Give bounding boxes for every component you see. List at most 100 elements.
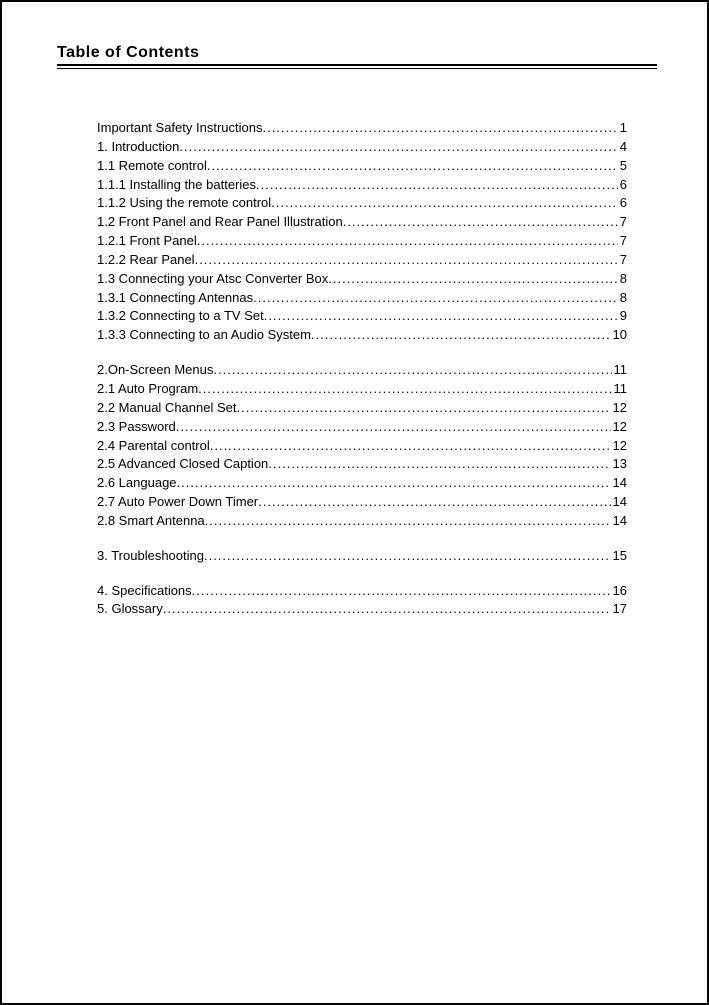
toc-label: 1.2.2 Rear Panel [97, 251, 195, 270]
toc-label: 4. Specifications [97, 582, 192, 601]
toc-row: 1.3.2 Connecting to a TV Set 9 [97, 307, 627, 326]
toc-row: 4. Specifications 16 [97, 582, 627, 601]
toc-page-number: 13 [611, 455, 627, 474]
toc-leader-dots [205, 512, 611, 531]
toc-leader-dots [262, 119, 617, 138]
toc-label: 1.1.1 Installing the batteries [97, 176, 256, 195]
toc-label: 2.1 Auto Program [97, 380, 198, 399]
table-of-contents: Important Safety Instructions11. Introdu… [57, 119, 657, 619]
toc-label: 1.1.2 Using the remote control [97, 194, 271, 213]
toc-label: 3. Troubleshooting [97, 547, 204, 566]
toc-page-number: 8 [618, 289, 627, 308]
toc-label: 1.1 Remote control [97, 157, 207, 176]
toc-page-number: 10 [611, 326, 627, 345]
toc-page-number: 12 [611, 437, 627, 456]
toc-leader-dots [195, 251, 618, 270]
toc-leader-dots [197, 232, 618, 251]
toc-row: 2.5 Advanced Closed Caption 13 [97, 455, 627, 474]
toc-leader-dots [210, 437, 611, 456]
toc-row: 2.On-Screen Menus 11 [97, 361, 627, 380]
toc-leader-dots [163, 600, 611, 619]
toc-row: 2.3 Password 12 [97, 418, 627, 437]
toc-page-number: 7 [618, 232, 627, 251]
toc-page-number: 6 [618, 176, 627, 195]
toc-row: 1.3 Connecting your Atsc Converter Box 8 [97, 270, 627, 289]
toc-leader-dots [256, 176, 618, 195]
toc-page-number: 1 [618, 119, 627, 138]
toc-row: 5. Glossary 17 [97, 600, 627, 619]
toc-row: 1. Introduction 4 [97, 138, 627, 157]
toc-label: 1.3.1 Connecting Antennas [97, 289, 253, 308]
toc-leader-dots [343, 213, 618, 232]
toc-page-number: 5 [618, 157, 627, 176]
toc-leader-dots [177, 474, 611, 493]
toc-row: 1.3.3 Connecting to an Audio System 10 [97, 326, 627, 345]
toc-row: 1.2.1 Front Panel 7 [97, 232, 627, 251]
toc-leader-dots [176, 418, 611, 437]
toc-page-number: 6 [618, 194, 627, 213]
toc-row: 3. Troubleshooting 15 [97, 547, 627, 566]
toc-row: 1.1.1 Installing the batteries 6 [97, 176, 627, 195]
toc-row: 1.3.1 Connecting Antennas 8 [97, 289, 627, 308]
toc-row: 1.1.2 Using the remote control 6 [97, 194, 627, 213]
toc-page-number: 8 [618, 270, 627, 289]
toc-page-number: 14 [611, 512, 627, 531]
toc-leader-dots [198, 380, 611, 399]
toc-leader-dots [258, 493, 610, 512]
toc-page-number: 15 [611, 547, 627, 566]
toc-label: 2.3 Password [97, 418, 176, 437]
toc-label: 1.3.2 Connecting to a TV Set [97, 307, 264, 326]
toc-row: 2.7 Auto Power Down Timer 14 [97, 493, 627, 512]
toc-page-number: 12 [611, 418, 627, 437]
toc-page-number: 11 [612, 380, 628, 399]
toc-label: 2.5 Advanced Closed Caption [97, 455, 268, 474]
toc-row: Important Safety Instructions 1 [97, 119, 627, 138]
toc-row: 2.1 Auto Program 11 [97, 380, 627, 399]
toc-label: 2.8 Smart Antenna [97, 512, 205, 531]
toc-leader-dots [268, 455, 610, 474]
toc-leader-dots [264, 307, 618, 326]
toc-row: 1.1 Remote control 5 [97, 157, 627, 176]
toc-page-number: 9 [618, 307, 627, 326]
toc-leader-dots [271, 194, 618, 213]
toc-row: 2.2 Manual Channel Set 12 [97, 399, 627, 418]
toc-row: 2.8 Smart Antenna 14 [97, 512, 627, 531]
toc-leader-dots [253, 289, 618, 308]
toc-leader-dots [328, 270, 618, 289]
toc-row: 1.2.2 Rear Panel 7 [97, 251, 627, 270]
toc-page-number: 7 [618, 251, 627, 270]
toc-leader-dots [204, 547, 611, 566]
toc-page-number: 4 [618, 138, 627, 157]
toc-group: 2.On-Screen Menus112.1 Auto Program112.2… [97, 361, 627, 531]
toc-row: 1.2 Front Panel and Rear Panel Illustrat… [97, 213, 627, 232]
toc-label: 1.3 Connecting your Atsc Converter Box [97, 270, 328, 289]
toc-page-number: 14 [611, 474, 627, 493]
toc-label: Important Safety Instructions [97, 119, 262, 138]
toc-label: 1.3.3 Connecting to an Audio System [97, 326, 311, 345]
toc-leader-dots [179, 138, 617, 157]
toc-group: 3. Troubleshooting 15 [97, 547, 627, 566]
toc-page-number: 11 [612, 361, 628, 380]
toc-page-number: 14 [611, 493, 627, 512]
title-underline [57, 68, 657, 69]
toc-label: 1.2.1 Front Panel [97, 232, 197, 251]
toc-label: 2.4 Parental control [97, 437, 210, 456]
toc-leader-dots [236, 399, 610, 418]
toc-label: 5. Glossary [97, 600, 163, 619]
toc-label: 2.6 Language [97, 474, 177, 493]
toc-label: 2.2 Manual Channel Set [97, 399, 236, 418]
toc-page-number: 12 [611, 399, 627, 418]
toc-row: 2.4 Parental control 12 [97, 437, 627, 456]
toc-leader-dots [311, 326, 611, 345]
page-title: Table of Contents [57, 44, 657, 66]
toc-page-number: 7 [618, 213, 627, 232]
toc-label: 2.On-Screen Menus [97, 361, 213, 380]
toc-group: 4. Specifications 165. Glossary 17 [97, 582, 627, 620]
toc-page-number: 17 [611, 600, 627, 619]
toc-row: 2.6 Language 14 [97, 474, 627, 493]
toc-leader-dots [213, 361, 611, 380]
toc-label: 1.2 Front Panel and Rear Panel Illustrat… [97, 213, 343, 232]
toc-label: 1. Introduction [97, 138, 179, 157]
toc-leader-dots [207, 157, 618, 176]
toc-page-number: 16 [611, 582, 627, 601]
